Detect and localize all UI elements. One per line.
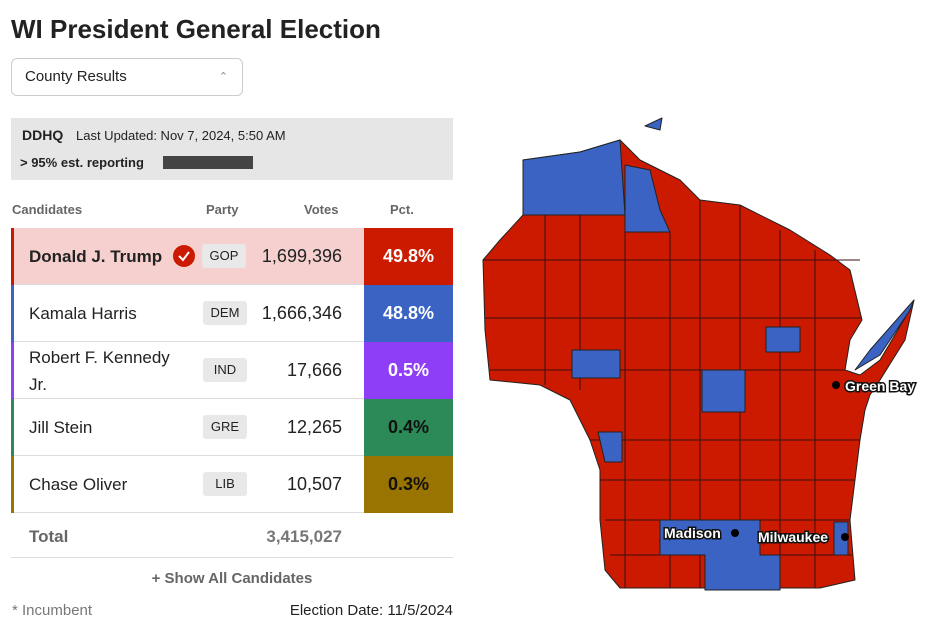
votes: 1,699,396	[261, 246, 342, 266]
party-badge: IND	[203, 358, 247, 382]
col-header: Pct.	[390, 202, 414, 217]
party-bar	[11, 456, 14, 513]
winner-check	[173, 245, 195, 267]
party-badge: GOP	[202, 244, 246, 268]
col-header: Party	[206, 202, 239, 217]
party-bar	[11, 285, 14, 342]
pct: 48.8%	[364, 285, 453, 342]
progress	[163, 156, 253, 169]
city: Milwaukee	[758, 529, 828, 545]
pct: 0.4%	[364, 399, 453, 456]
votes: 17,666	[286, 360, 342, 380]
party-bar	[11, 399, 14, 456]
candidate-row: Chase Oliver LIB 10,507 0.3%	[11, 456, 453, 513]
city: Green Bay	[845, 378, 915, 394]
candidate-row: Donald J. Trump GOP 1,699,396 49.8%	[11, 228, 453, 285]
dropdown[interactable]: County Results ⌃	[11, 58, 243, 96]
show-all[interactable]: + Show All Candidates	[151, 570, 313, 587]
blue-counties	[522, 117, 915, 591]
arrows: ⌃	[218, 71, 228, 83]
party-badge: DEM	[203, 301, 247, 325]
title: WI President General Election	[11, 14, 381, 44]
votes: 12,265	[286, 417, 342, 437]
reporting: > 95% est. reporting	[20, 155, 144, 170]
candidate-name: Robert F. Kennedy Jr.	[29, 347, 170, 394]
votes: 10,507	[286, 474, 342, 494]
candidate-name: Kamala Harris	[29, 304, 137, 323]
votes: 1,666,346	[261, 303, 342, 323]
dropdown-label: County Results	[25, 68, 127, 85]
candidate-name: Jill Stein	[29, 418, 93, 437]
total-votes: 3,415,027	[266, 527, 342, 546]
party-badge: GRE	[203, 415, 247, 439]
divider	[11, 557, 453, 558]
col-header: Candidates	[12, 202, 83, 217]
incumbent-note: * Incumbent	[12, 602, 93, 619]
city-labels: Green Bay Madison Milwaukee	[663, 377, 917, 547]
state	[482, 139, 915, 589]
candidate-row: Jill Stein GRE 12,265 0.4%	[11, 399, 453, 456]
total-label: Total	[29, 527, 69, 546]
candidate-row: Kamala Harris DEM 1,666,346 48.8%	[11, 285, 453, 342]
party-bar	[11, 342, 14, 399]
last-updated: Last Updated: Nov 7, 2024, 5:50 AM	[76, 128, 286, 143]
pct: 49.8%	[364, 228, 453, 285]
party-badge: LIB	[203, 472, 247, 496]
brand: DDHQ	[22, 127, 64, 143]
candidate-name: Chase Oliver	[29, 475, 128, 494]
city: Madison	[664, 525, 721, 541]
candidate-name: Donald J. Trump	[29, 247, 163, 266]
election-date: Election Date: 11/5/2024	[289, 602, 453, 619]
col-header: Votes	[304, 202, 339, 217]
status-box: DDHQ Last Updated: Nov 7, 2024, 5:50 AM …	[11, 118, 453, 180]
pct: 0.5%	[364, 342, 453, 399]
party-bar	[11, 228, 14, 285]
candidate-row: Robert F. Kennedy Jr. IND 17,666 0.5%	[11, 342, 453, 399]
pct: 0.3%	[364, 456, 453, 513]
